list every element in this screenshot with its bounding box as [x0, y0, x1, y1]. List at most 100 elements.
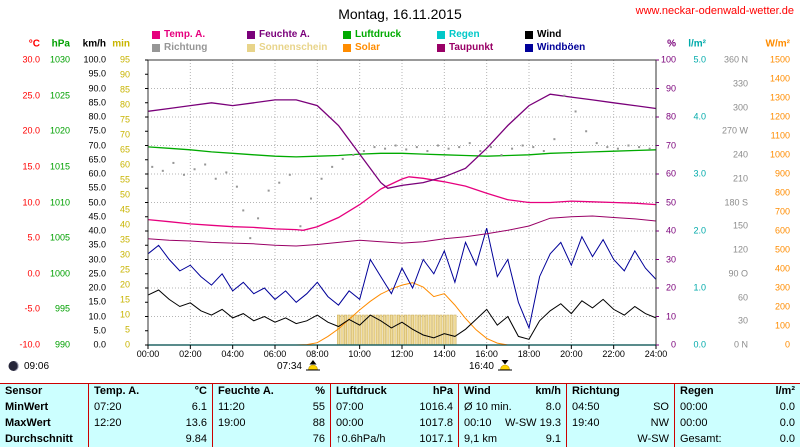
direction-dot [267, 189, 270, 192]
table-cell: 04:50 SO [566, 400, 674, 416]
table-cell: 9.84 [88, 432, 212, 447]
direction-dot [249, 237, 252, 240]
direction-dot [341, 157, 344, 160]
direction-dot [606, 146, 609, 149]
direction-dot [489, 146, 492, 149]
table-header-group: Regen l/m² [674, 384, 800, 400]
direction-dot [288, 173, 291, 176]
table-cell: 00:00 0.0 [674, 416, 800, 432]
table-row-label: Durchschnitt [0, 432, 88, 447]
table-row-label-label: MinWert [5, 401, 49, 413]
table-cell-value: 55 [312, 401, 325, 413]
direction-dot [309, 197, 312, 200]
table-header-group-value: °C [194, 385, 207, 397]
table-cell-label: ↑0.6hPa/h [336, 433, 386, 445]
sunshine-bar [425, 314, 429, 346]
sunshine-bar [439, 314, 443, 346]
table-cell-label: 11:20 [218, 401, 245, 413]
table-header-group-value: % [315, 385, 325, 397]
sunshine-bar [351, 314, 355, 346]
table-cell: 07:00 1016.4 [330, 400, 458, 416]
table-header-sensor: Sensor [0, 384, 88, 400]
direction-dot [193, 168, 196, 171]
table-header-group-label: Richtung [572, 385, 620, 397]
table-cell-value: 6.1 [191, 401, 207, 413]
direction-dot [214, 177, 217, 180]
sunshine-bar [453, 314, 457, 346]
series-temp-a [147, 176, 657, 231]
direction-dot [161, 169, 164, 172]
table-row-label-label: Durchschnitt [5, 433, 73, 445]
sunshine-bar [435, 314, 439, 346]
table-cell-label: 9,1 km [464, 433, 498, 445]
table-row-label: MinWert [0, 400, 88, 416]
table-cell-value: 0.0 [779, 433, 795, 445]
sunshine-bar [358, 314, 362, 346]
table-header-group-value: hPa [432, 385, 453, 397]
direction-dot [648, 147, 651, 150]
direction-dot [426, 150, 429, 153]
sunshine-bar [354, 314, 358, 346]
sunshine-bar [382, 314, 386, 346]
table-cell-label [89, 432, 94, 447]
table-cell-value: 0.0 [779, 401, 795, 413]
table-cell-label: Ø 10 min. [464, 401, 512, 413]
sunshine-bar [368, 314, 372, 346]
table-cell-label [213, 432, 218, 447]
table-cell-value: 8.0 [545, 401, 561, 413]
series-wind [147, 289, 657, 340]
table-cell-label [567, 432, 572, 447]
direction-dot [479, 150, 482, 153]
direction-dot [627, 144, 630, 147]
table-cell: 9,1 km 9.1 [458, 432, 566, 447]
table-header-group: Feuchte A.% [212, 384, 330, 400]
direction-dot [204, 163, 207, 166]
table-cell-label: 00:00 [336, 417, 364, 429]
website-link[interactable]: www.neckar-odenwald-wetter.de [635, 5, 794, 17]
table-header-group-label: Regen [680, 385, 714, 397]
page-title: Montag, 16.11.2015 [338, 6, 462, 22]
table-header-group-label: Wind [464, 385, 491, 397]
table-row-label-label: MaxWert [5, 417, 51, 429]
direction-dot [458, 146, 461, 149]
table-cell-value: 1017.1 [419, 433, 453, 445]
direction-dot [242, 209, 245, 212]
table-cell-value: 9.84 [185, 433, 207, 445]
sunshine-bar [400, 314, 404, 346]
direction-dot [384, 147, 387, 150]
direction-dot [532, 146, 535, 149]
sunshine-bar [446, 314, 450, 346]
direction-dot [320, 177, 323, 180]
direction-dot [415, 146, 418, 149]
table-cell-value: 9.1 [545, 433, 561, 445]
table-cell-label: 00:10 [464, 417, 492, 429]
direction-dot [257, 217, 260, 220]
table-cell-label: 07:20 [94, 401, 122, 413]
table-cell-value: 76 [312, 433, 325, 445]
direction-dot [151, 165, 154, 168]
table-cell: 00:00 0.0 [674, 400, 800, 416]
sunshine-bar [404, 314, 407, 346]
sunshine-bar [379, 314, 383, 346]
table-cell-label: 04:50 [572, 401, 600, 413]
table-header-group: Luftdruck hPa [330, 384, 458, 400]
table-cell: W-SW [566, 432, 674, 447]
direction-dot [225, 171, 228, 174]
table-cell: Gesamt: 0.0 [674, 432, 800, 447]
sunshine-bar [389, 314, 393, 346]
direction-dot [447, 147, 450, 150]
table-header-group: Richtung [566, 384, 674, 400]
table-row: Sensor Temp. A. °C Feuchte A.% Luftdruck hPa W… [0, 384, 800, 400]
series-taupunkt [147, 215, 657, 247]
table-cell-label: Gesamt: [680, 433, 722, 445]
direction-dot [405, 148, 408, 151]
table-cell-label: 19:00 [218, 417, 246, 429]
direction-dot [521, 144, 524, 147]
direction-dot [616, 147, 619, 150]
table-row-label: MaxWert [0, 416, 88, 432]
table-cell: 19:00 88 [212, 416, 330, 432]
table-cell: 11:20 55 [212, 400, 330, 416]
sunshine-bar [414, 314, 418, 346]
table-header-group-value: l/m² [775, 385, 795, 397]
